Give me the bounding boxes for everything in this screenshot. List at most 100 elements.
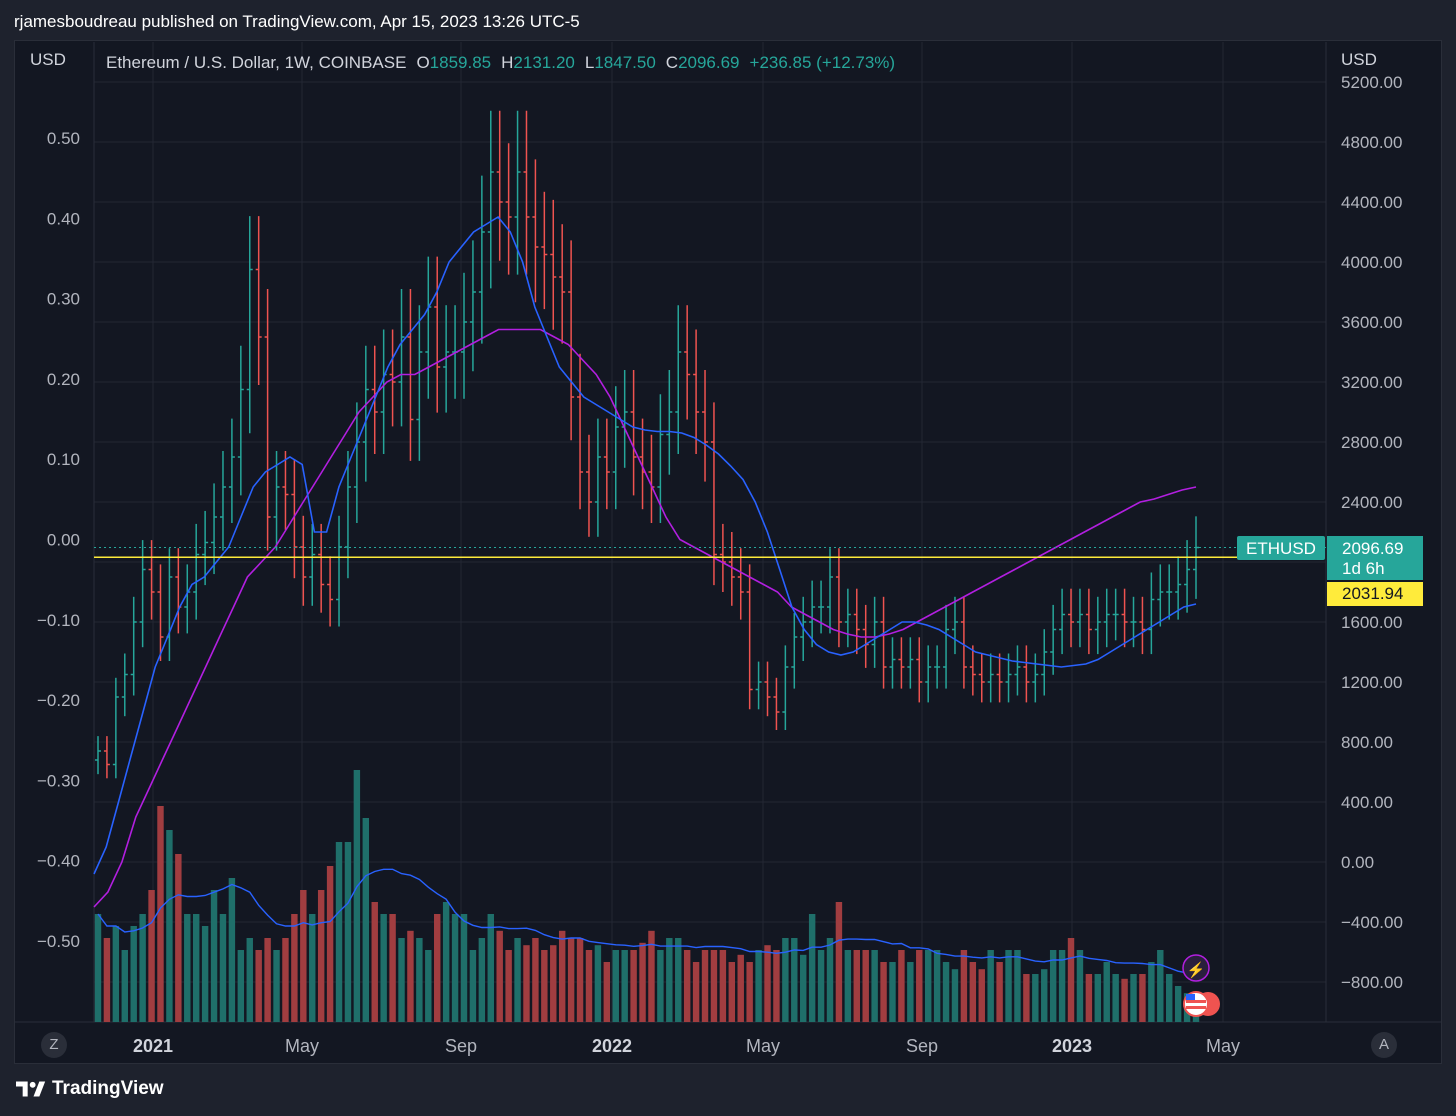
volume-bar (960, 950, 968, 1022)
footer (0, 1064, 1456, 1116)
right-tick-label: 4800.00 (1341, 133, 1402, 152)
auto-scale-a-button[interactable]: A (1371, 1032, 1397, 1058)
chart-frame[interactable] (14, 40, 1442, 1064)
volume-bar (175, 854, 182, 1022)
volume-bar (889, 962, 896, 1022)
publish-bar: rjamesboudreau published on TradingView.… (0, 0, 1456, 40)
left-tick-label: −0.40 (37, 852, 80, 871)
volume-bar (737, 954, 744, 1022)
volume-bar (666, 938, 673, 1022)
volume-bar (219, 914, 227, 1022)
volume-bar (826, 938, 834, 1022)
volume-bar (460, 914, 468, 1022)
tradingview-brand[interactable]: TradingView (16, 1078, 164, 1100)
time-tick-label: Sep (445, 1036, 477, 1056)
volume-bar (425, 950, 432, 1022)
volume-bar (576, 938, 584, 1022)
volume-bar (442, 902, 450, 1022)
volume-bar (1014, 950, 1021, 1022)
volume-bar (657, 950, 664, 1022)
volume-bar (1148, 962, 1155, 1022)
volume-bar (942, 962, 950, 1022)
symbol-tag-bg (1237, 536, 1325, 560)
volume-bar (755, 950, 762, 1022)
volume-bar (166, 830, 173, 1022)
us-flag-stripe (1186, 1006, 1206, 1009)
volume-bar (380, 914, 387, 1022)
volume-bar (469, 950, 477, 1022)
moving-average-slow-line (93, 328, 1197, 908)
volume-bar (1076, 950, 1084, 1022)
volume-bar (880, 962, 887, 1022)
volume-bar (532, 938, 539, 1022)
volume-bar (898, 950, 905, 1022)
volume-bar (157, 806, 164, 1022)
volume-bar (594, 945, 602, 1022)
volume-bar (603, 962, 611, 1022)
right-tick-label: 4400.00 (1341, 193, 1402, 212)
volume-bar (996, 962, 1003, 1022)
volume-bar (309, 914, 316, 1022)
time-tick-label: May (285, 1036, 319, 1056)
symbol-tag-label: ETHUSD (1246, 539, 1316, 558)
volume-bar (94, 914, 102, 1022)
legend-high-value: 2131.20 (513, 53, 574, 72)
volume-bar (585, 950, 593, 1022)
volume-bar (764, 945, 771, 1022)
volume-bar (924, 950, 932, 1022)
volume-bar (800, 954, 807, 1022)
legend-low-label: L (585, 53, 594, 72)
volume-bar (264, 938, 271, 1022)
volume-bar (1005, 950, 1012, 1022)
volume-bar (558, 930, 566, 1022)
volume-bar (1094, 974, 1102, 1022)
time-tick-label: Sep (906, 1036, 938, 1056)
volume-bar (1157, 950, 1164, 1022)
volume-bar (353, 770, 361, 1022)
right-tick-label: 3200.00 (1341, 373, 1402, 392)
volume-bar (317, 890, 325, 1022)
left-tick-label: 0.00 (47, 531, 80, 550)
legend-close-label: C (666, 53, 678, 72)
volume-bar (782, 938, 789, 1022)
time-tick-label: 2023 (1052, 1036, 1092, 1056)
volume-bar (817, 950, 825, 1022)
us-flag-canton (1186, 994, 1195, 1000)
right-tick-label: 0.00 (1341, 853, 1374, 872)
volume-bar (103, 938, 111, 1022)
volume-bar (514, 938, 521, 1022)
volume-bar (416, 938, 423, 1022)
time-tick-label: May (746, 1036, 780, 1056)
right-axis-unit: USD (1341, 50, 1377, 69)
left-tick-label: 0.10 (47, 450, 80, 469)
volume-bar (1049, 950, 1057, 1022)
tradingview-logo-icon (16, 1081, 46, 1097)
volume-bar (1130, 974, 1137, 1022)
volume-bar (121, 950, 128, 1022)
legend-open-value: 1859.85 (430, 53, 491, 72)
left-tick-label: −0.20 (37, 691, 80, 710)
volume-bar (255, 950, 262, 1022)
volume-bar (550, 945, 557, 1022)
right-tick-label: 2800.00 (1341, 433, 1402, 452)
volume-bar (862, 950, 869, 1022)
publish-line: rjamesboudreau published on TradingView.… (14, 12, 580, 31)
volume-bar (362, 818, 370, 1022)
volume-bar (201, 926, 209, 1022)
volume-bar (139, 914, 146, 1022)
volume-bar (407, 930, 414, 1022)
left-tick-label: 0.30 (47, 290, 80, 309)
volume-bar (639, 942, 646, 1022)
volume-bar (773, 950, 780, 1022)
left-tick-label: −0.30 (37, 771, 80, 790)
time-tick-label: 2021 (133, 1036, 173, 1056)
timezone-z-button[interactable]: Z (41, 1032, 67, 1058)
volume-bar (1085, 974, 1093, 1022)
legend-open-label: O (416, 53, 429, 72)
volume-bar (630, 950, 637, 1022)
volume-bar (451, 914, 459, 1022)
right-tick-label: 1600.00 (1341, 613, 1402, 632)
right-tick-label: 2400.00 (1341, 493, 1402, 512)
volume-bar (978, 969, 985, 1022)
